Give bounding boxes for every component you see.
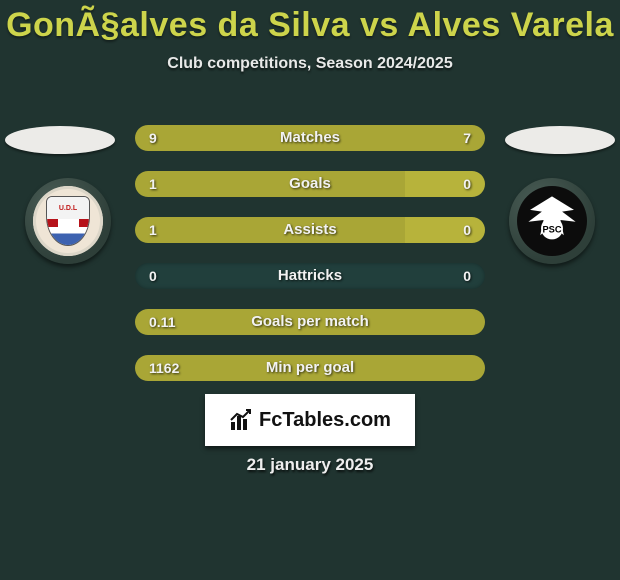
- eagle-icon: PSC: [525, 193, 579, 249]
- comparison-card: GonÃ§alves da Silva vs Alves Varela Club…: [0, 0, 620, 580]
- club-shield-left: U.D.L: [46, 196, 90, 246]
- club-badge-right-inner: PSC: [517, 186, 587, 256]
- stat-label: Min per goal: [135, 355, 485, 381]
- page-title: GonÃ§alves da Silva vs Alves Varela: [0, 0, 620, 45]
- club-shield-left-text: U.D.L: [47, 197, 89, 219]
- stat-row: 1162Min per goal: [135, 355, 485, 381]
- stats-block: 97Matches 10Goals 10Assists 00Hattricks 0.11…: [135, 125, 485, 401]
- player-left-silhouette-base: [5, 126, 115, 154]
- snapshot-date: 21 january 2025: [0, 455, 620, 475]
- stat-row: 10Assists: [135, 217, 485, 243]
- stat-label: Goals: [135, 171, 485, 197]
- player-right-silhouette-base: [505, 126, 615, 154]
- brand-text: FcTables.com: [259, 409, 391, 432]
- stat-label: Matches: [135, 125, 485, 151]
- brand-watermark: FcTables.com: [205, 394, 415, 446]
- club-badge-left-inner: U.D.L: [33, 186, 103, 256]
- stat-label: Assists: [135, 217, 485, 243]
- page-subtitle: Club competitions, Season 2024/2025: [0, 55, 620, 73]
- stat-row: 10Goals: [135, 171, 485, 197]
- club-badge-left: U.D.L: [25, 178, 111, 264]
- stat-row: 97Matches: [135, 125, 485, 151]
- bar-chart-icon: [229, 408, 253, 432]
- stat-row: 00Hattricks: [135, 263, 485, 289]
- stat-row: 0.11Goals per match: [135, 309, 485, 335]
- club-shield-right-text: PSC: [542, 225, 561, 235]
- stat-label: Hattricks: [135, 263, 485, 289]
- club-badge-right: PSC: [509, 178, 595, 264]
- stat-label: Goals per match: [135, 309, 485, 335]
